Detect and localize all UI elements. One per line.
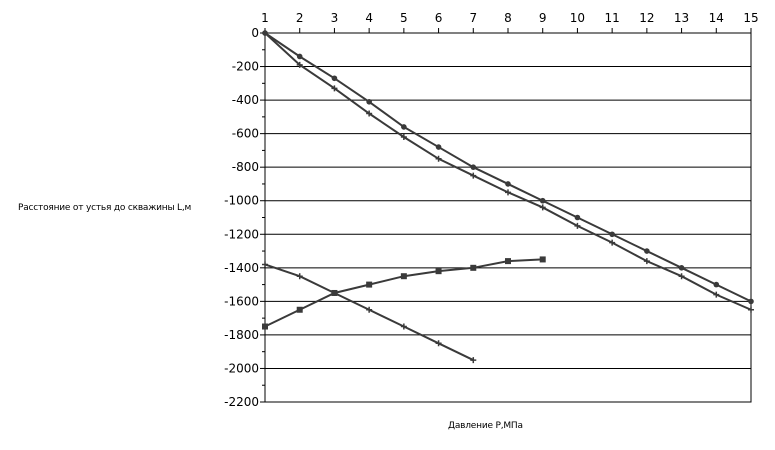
x-tick-label: 13 [674,11,689,25]
data-point-plus [366,306,373,313]
data-point-circle [748,298,754,305]
x-tick-label: 5 [400,11,408,25]
data-point-plus [505,189,511,196]
x-tick-label: 9 [539,11,547,25]
y-tick-label: 0 [251,26,259,40]
y-tick-label: -200 [232,60,259,74]
data-point-plus [539,204,546,211]
data-point-circle [644,248,650,254]
y-tick-label: -1800 [224,328,259,342]
data-point-plus [296,61,303,68]
x-tick-label: 1 [261,11,269,25]
y-tick-label: -400 [232,93,259,107]
data-point-square [400,273,407,280]
data-point-circle [713,281,720,288]
data-point-square [505,258,511,265]
data-point-circle [331,75,338,82]
y-axis-label: Расстояние от устья до скважины L,м [18,203,192,213]
plot-border [264,32,752,403]
x-tick-label: 10 [570,11,585,25]
data-point-circle [470,164,477,170]
x-tick-label: 7 [469,11,477,25]
data-point-circle [678,265,685,271]
data-point-plus [643,258,650,265]
series-line [264,258,543,328]
data-point-square [435,268,442,275]
data-point-plus [331,85,338,92]
data-point-plus [748,306,754,313]
y-tick-label: -1400 [224,261,259,275]
data-point-square [262,323,268,330]
data-point-plus [296,273,303,280]
x-tick-label: 4 [365,11,373,25]
data-point-circle [435,144,442,150]
data-point-plus [400,323,407,330]
data-point-plus [435,340,442,347]
data-point-square [470,264,477,271]
data-point-plus [574,222,581,229]
data-point-plus [470,172,477,179]
x-tick-label: 14 [709,11,724,25]
y-tick-label: -1000 [224,194,259,208]
data-point-circle [574,214,581,221]
data-point-plus [400,133,407,140]
y-tick-label: -2000 [224,361,259,375]
data-point-plus [435,155,442,162]
data-point-square [539,256,546,263]
y-tick-label: -2200 [224,395,259,409]
data-point-plus [713,291,720,298]
x-tick-label: 6 [435,11,443,25]
y-tick-label: -1200 [224,227,259,241]
y-tick-label: -600 [232,127,259,141]
data-point-circle [505,181,511,187]
data-point-plus [366,110,373,117]
x-tick-label: 3 [331,11,339,25]
y-tick-label: -800 [232,160,259,174]
data-point-circle [539,197,546,204]
data-point-square [366,281,373,288]
y-tick-label: -1600 [224,294,259,308]
data-point-square [296,306,303,313]
x-tick-label: 12 [639,11,654,25]
data-point-plus [609,239,616,246]
data-point-plus [262,261,268,268]
data-point-plus [262,30,268,36]
data-point-circle [609,231,615,238]
data-point-plus [678,273,685,280]
data-point-plus [470,357,477,364]
x-tick-label: 11 [605,11,620,25]
x-axis-label: Давление P,МПа [448,421,523,431]
x-tick-label: 2 [296,11,304,25]
data-point-plus [331,289,338,296]
x-tick-label: 15 [743,11,758,25]
data-point-circle [296,53,303,60]
data-point-circle [401,124,407,130]
x-tick-label: 8 [504,11,512,25]
data-point-circle [366,98,372,105]
